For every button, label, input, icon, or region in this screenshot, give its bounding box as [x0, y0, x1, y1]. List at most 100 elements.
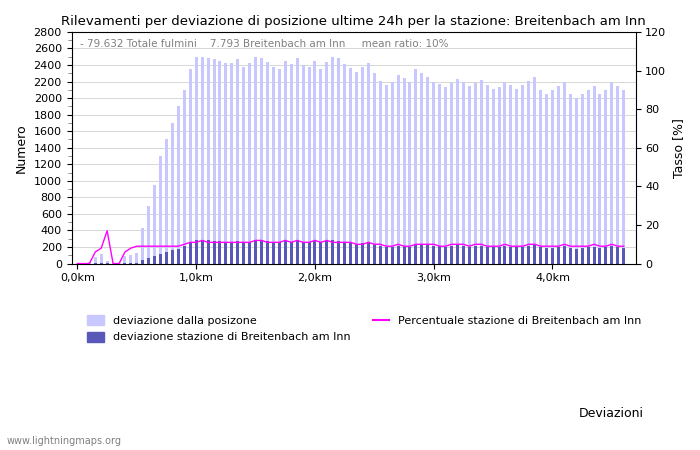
Bar: [557, 247, 560, 264]
Bar: [307, 67, 311, 264]
Bar: [515, 89, 518, 264]
Bar: [414, 244, 417, 264]
Bar: [135, 253, 139, 264]
Bar: [575, 249, 577, 264]
Bar: [498, 247, 500, 264]
Bar: [260, 240, 263, 264]
Bar: [391, 247, 393, 264]
Bar: [622, 248, 625, 264]
Bar: [230, 63, 233, 264]
Bar: [171, 250, 174, 264]
Bar: [147, 206, 150, 264]
Bar: [563, 81, 566, 264]
Bar: [444, 247, 447, 264]
Bar: [515, 248, 518, 264]
Bar: [159, 254, 162, 264]
Bar: [575, 98, 577, 264]
Bar: [248, 242, 251, 264]
Bar: [195, 240, 197, 264]
Bar: [331, 57, 335, 264]
Title: Rilevamenti per deviazione di posizione ultime 24h per la stazione: Breitenbach : Rilevamenti per deviazione di posizione …: [61, 15, 646, 28]
Bar: [545, 248, 548, 264]
Bar: [510, 247, 512, 264]
Bar: [438, 84, 441, 264]
Bar: [456, 79, 459, 264]
Bar: [183, 90, 186, 264]
Bar: [326, 241, 328, 264]
Bar: [527, 246, 530, 264]
Bar: [468, 247, 471, 264]
Bar: [278, 243, 281, 264]
Bar: [130, 263, 132, 264]
Bar: [189, 243, 192, 264]
Bar: [391, 81, 393, 264]
Bar: [432, 246, 435, 264]
Bar: [99, 254, 103, 264]
Bar: [337, 58, 340, 264]
Bar: [474, 83, 477, 264]
Bar: [355, 244, 358, 264]
Bar: [610, 81, 613, 264]
Bar: [290, 64, 293, 264]
Bar: [189, 69, 192, 264]
Bar: [402, 246, 405, 264]
Bar: [397, 246, 400, 264]
Bar: [557, 86, 560, 264]
Bar: [598, 94, 601, 264]
Bar: [598, 248, 601, 264]
Bar: [272, 67, 275, 264]
Bar: [462, 246, 465, 264]
Bar: [522, 85, 524, 264]
Bar: [171, 123, 174, 264]
Bar: [581, 248, 584, 264]
Bar: [99, 263, 103, 264]
Text: www.lightningmaps.org: www.lightningmaps.org: [7, 436, 122, 446]
Bar: [361, 67, 364, 264]
Bar: [284, 61, 287, 264]
Bar: [592, 86, 596, 264]
Bar: [444, 86, 447, 264]
Bar: [551, 90, 554, 264]
Bar: [201, 239, 204, 264]
Bar: [592, 247, 596, 264]
Bar: [319, 69, 323, 264]
Bar: [183, 246, 186, 264]
Bar: [278, 69, 281, 264]
Bar: [587, 90, 589, 264]
Bar: [213, 59, 216, 264]
Bar: [284, 241, 287, 264]
Y-axis label: Tasso [%]: Tasso [%]: [672, 118, 685, 178]
Bar: [237, 241, 239, 264]
Bar: [426, 77, 429, 264]
Bar: [141, 228, 144, 264]
Bar: [82, 263, 85, 264]
Bar: [503, 246, 507, 264]
Bar: [343, 243, 346, 264]
Bar: [510, 85, 512, 264]
Bar: [314, 61, 316, 264]
Bar: [153, 185, 156, 264]
Bar: [206, 240, 209, 264]
Bar: [343, 64, 346, 264]
Bar: [141, 260, 144, 264]
Bar: [367, 243, 370, 264]
Bar: [254, 239, 257, 264]
Bar: [409, 247, 412, 264]
Bar: [361, 243, 364, 264]
Bar: [379, 246, 382, 264]
Bar: [474, 246, 477, 264]
Bar: [94, 257, 97, 264]
Bar: [587, 248, 589, 264]
Bar: [135, 263, 139, 264]
Bar: [123, 256, 127, 264]
Bar: [225, 63, 228, 264]
Bar: [201, 57, 204, 264]
Bar: [319, 243, 323, 264]
Bar: [522, 247, 524, 264]
Bar: [456, 245, 459, 264]
Bar: [248, 63, 251, 264]
Bar: [468, 86, 471, 264]
Bar: [385, 85, 388, 264]
Bar: [147, 258, 150, 264]
Bar: [165, 252, 168, 264]
